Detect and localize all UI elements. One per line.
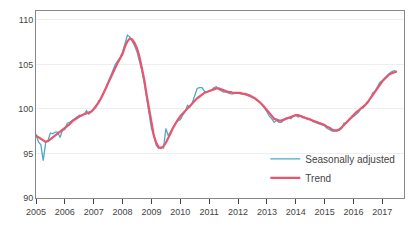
svg-text:110: 110	[19, 15, 33, 25]
svg-text:2005: 2005	[26, 207, 46, 217]
svg-text:95: 95	[23, 149, 33, 159]
svg-text:2013: 2013	[257, 207, 277, 217]
svg-text:2015: 2015	[315, 207, 335, 217]
svg-text:2017: 2017	[372, 207, 392, 217]
svg-text:2016: 2016	[343, 207, 363, 217]
svg-text:Trend: Trend	[305, 173, 331, 184]
svg-text:2008: 2008	[113, 207, 133, 217]
svg-text:90: 90	[23, 193, 33, 203]
svg-text:2012: 2012	[228, 207, 248, 217]
svg-text:100: 100	[18, 104, 33, 114]
svg-text:2010: 2010	[170, 207, 190, 217]
svg-text:2007: 2007	[84, 207, 104, 217]
svg-text:2014: 2014	[286, 207, 306, 217]
svg-text:105: 105	[18, 60, 33, 70]
svg-text:Seasonally adjusted: Seasonally adjusted	[305, 154, 395, 165]
svg-text:2009: 2009	[141, 207, 161, 217]
svg-text:2006: 2006	[55, 207, 75, 217]
svg-text:2011: 2011	[200, 207, 219, 217]
